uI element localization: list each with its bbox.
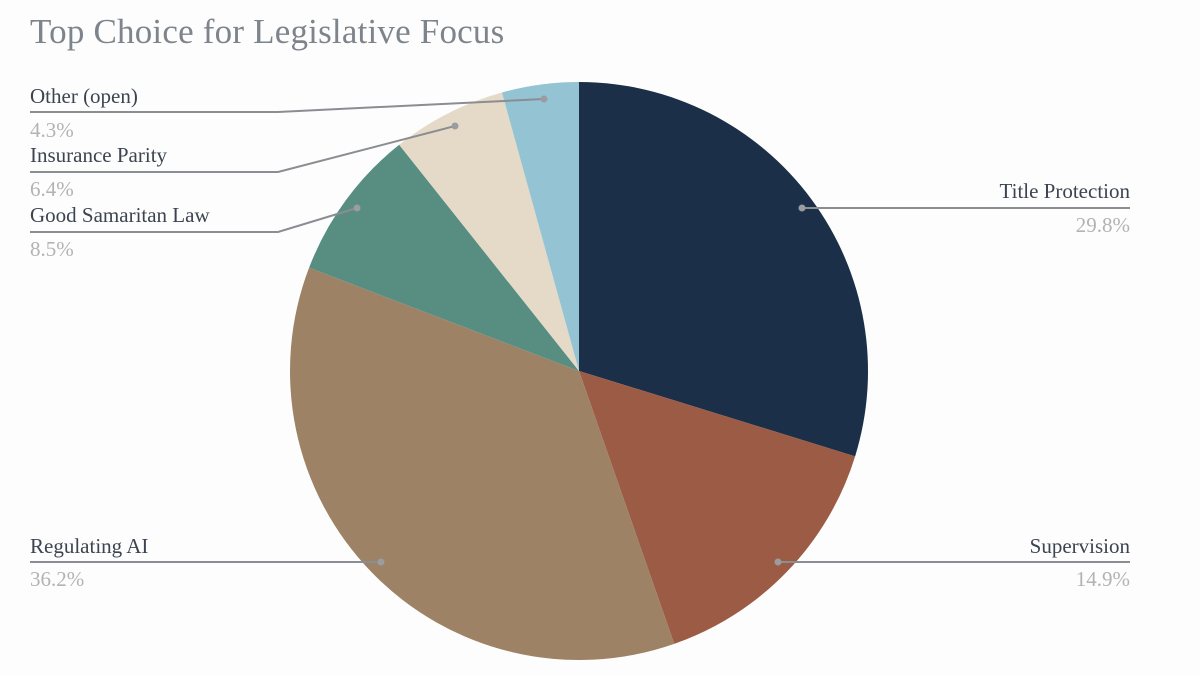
label-good-samaritan-law: Good Samaritan Law <box>30 203 210 227</box>
leader-line <box>30 207 358 233</box>
pct-other-open: 4.3% <box>30 118 74 142</box>
label-insurance-parity: Insurance Parity <box>30 143 168 167</box>
leader-dot <box>377 558 385 566</box>
leader-dot <box>353 204 361 212</box>
leader-line <box>30 98 545 113</box>
pct-supervision: 14.9% <box>1075 567 1130 591</box>
label-other-open: Other (open) <box>30 84 138 108</box>
leader-dot <box>451 122 459 130</box>
pie-slice-good-samaritan-law <box>309 144 579 371</box>
label-supervision: Supervision <box>1029 534 1130 558</box>
pie-slice-insurance-parity <box>399 92 579 372</box>
label-title-protection: Title Protection <box>999 179 1130 203</box>
leader-dot <box>540 95 548 103</box>
pct-good-samaritan-law: 8.5% <box>30 237 74 261</box>
pct-insurance-parity: 6.4% <box>30 177 74 201</box>
label-regulating-ai: Regulating AI <box>30 534 149 558</box>
pie-slice-other-open <box>501 82 579 371</box>
pct-regulating-ai: 36.2% <box>30 567 85 591</box>
chart-title: Top Choice for Legislative Focus <box>30 12 505 51</box>
leader-lines <box>30 95 1130 566</box>
pie-slice-regulating-ai <box>289 267 675 661</box>
leader-line <box>30 125 456 173</box>
pie-slices <box>289 82 868 661</box>
pie-slice-title-protection <box>579 82 868 457</box>
leader-dot <box>798 204 806 212</box>
pie-slice-supervision <box>579 371 856 644</box>
pct-title-protection: 29.8% <box>1075 213 1130 237</box>
leader-dot <box>774 558 782 566</box>
